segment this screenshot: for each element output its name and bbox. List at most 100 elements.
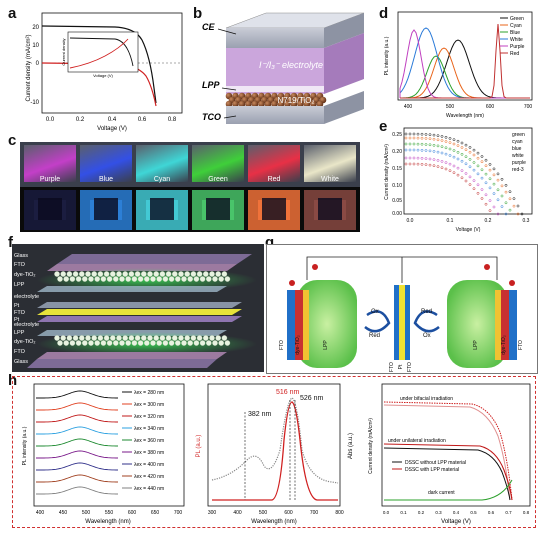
panel-h2-pl-curve (212, 401, 338, 501)
panel-f-particle (153, 271, 159, 277)
panel-f-particle (113, 340, 119, 346)
panel-d-xtick-2: 600 (486, 104, 495, 110)
panel-g-left-glow (297, 280, 357, 368)
panel-h3-xtick: 0.7 (505, 510, 512, 515)
panel-f-particle (97, 335, 104, 341)
panel-f-particle (156, 276, 162, 282)
panel-c-tile-label: Purple (39, 176, 61, 183)
panel-e-series-point (412, 162, 416, 166)
panel-e-series-point (404, 132, 408, 136)
panel-f-particle (57, 340, 63, 346)
panel-h2-ylabel: PL (a.u.) (196, 435, 202, 458)
panel-b-label-dye: N719/TiO₂ (277, 96, 314, 105)
panel-f-particle (125, 276, 131, 282)
panel-h1-series-line (36, 414, 118, 423)
panel-e-series-point (472, 153, 476, 157)
panel-h1-series (36, 390, 118, 495)
panel-f-particle (175, 276, 181, 282)
panel-e-ytick-0: 0.25 (392, 132, 402, 138)
panel-g-red-right: Red (421, 309, 432, 315)
panel-e-series-point (492, 205, 496, 209)
panel-f-particle (63, 340, 69, 346)
panel-e-series-point (496, 178, 500, 182)
panel-f-particle (178, 271, 184, 277)
panel-c-photo-sample (150, 198, 174, 220)
panel-h1-legend-label: λex = 360 nm (134, 438, 164, 444)
panel-f-particle (218, 276, 224, 282)
panel-e-ytick-3: 0.10 (392, 183, 402, 189)
panel-f-particle (131, 340, 138, 346)
panel-e-series-point (412, 156, 416, 160)
panel-e-series-point (436, 144, 440, 148)
panel-e-series-point (448, 162, 452, 166)
panel-e-series-point (496, 212, 500, 216)
panel-e-series-point (504, 183, 508, 187)
panel-e-series-point (416, 156, 420, 160)
panel-f-particle (100, 276, 107, 282)
panel-e-series-point (500, 177, 504, 181)
panel-e-xtick-0: 0.0 (407, 218, 414, 224)
panel-g-center-pt (399, 285, 405, 360)
panel-f-particle (206, 276, 212, 282)
panel-e-series-point (440, 151, 444, 155)
panel-a-curve-light (41, 25, 157, 104)
panel-e-series-point (516, 204, 520, 208)
panel-e-series-point (464, 155, 468, 159)
panel-e-series-point (452, 149, 456, 152)
panel-g-left-dye (295, 290, 303, 360)
panel-e-series-point (472, 179, 476, 182)
panel-c-tile-label: White (321, 176, 339, 183)
panel-e-series-point (448, 169, 452, 173)
panel-b-tio2-particle (277, 100, 285, 108)
panel-a-xlabel: Voltage (V) (97, 126, 127, 132)
panel-d-xtick-1: 500 (446, 104, 455, 110)
panel-e-series-point (420, 132, 424, 136)
panel-f-particle (137, 276, 144, 282)
panel-f-particle (122, 271, 128, 277)
panel-f-pt-band (37, 309, 242, 315)
panel-f-particle (134, 271, 141, 277)
panel-f-particle (60, 335, 66, 341)
panel-g-right-glow (447, 280, 507, 368)
panel-f-particle (119, 276, 125, 282)
panel-f-particle (57, 276, 63, 282)
panel-g-layer-label: Pt (398, 364, 404, 369)
panel-e-series-point (484, 164, 488, 168)
panel-e-series-point (428, 133, 432, 137)
panel-e-series-point (448, 147, 452, 151)
panel-e-series-point (456, 157, 460, 161)
panel-e-series-point (480, 155, 484, 158)
panel-e-series-point (512, 197, 516, 200)
panel-e-ytick-2: 0.15 (392, 166, 402, 172)
panel-f-particle (193, 340, 200, 346)
panel-e-series-point (436, 165, 440, 168)
panel-h3-ann-uni: under unilateral irradiation (388, 438, 446, 444)
panel-e-ytick-1: 0.20 (392, 149, 402, 155)
panel-f-particle (66, 335, 73, 341)
panel-h3-xticks: 0.0 0.1 0.2 0.3 0.4 0.5 0.6 0.7 0.8 (383, 510, 530, 515)
panel-h3-xtick: 0.3 (435, 510, 442, 515)
panel-e-series-point (500, 194, 504, 198)
panel-e-series-point (480, 168, 484, 172)
panel-f-particle (103, 335, 110, 341)
panel-h1-xlabel: Wavelength (nm) (85, 519, 130, 525)
panel-letter-f: f (8, 234, 13, 251)
panel-f-particle (128, 335, 135, 341)
panel-b-tio2-particle (245, 100, 252, 108)
panel-b-arrow-tco (223, 115, 237, 119)
panel-e-legend-label: green (512, 132, 525, 138)
panel-f-particle (137, 340, 144, 346)
panel-c-tile-label: Red (267, 176, 281, 183)
panel-f-particle (193, 276, 200, 282)
panel-f-svg: GlassFTOdye-TiO₂LPPelectrolytePtFTOPtele… (14, 253, 257, 368)
panel-f-particle (168, 276, 175, 282)
panel-e-series-point (488, 163, 492, 166)
panel-e-series-point (484, 158, 488, 162)
panel-f-particle (97, 271, 104, 277)
panel-g-ox-right: Ox (423, 333, 431, 339)
panel-d-legend-label: White (510, 37, 523, 43)
panel-h1-legend: λex = 280 nm λex = 300 nm λex = 320 nm λex … (122, 390, 164, 492)
panel-g-layer-label: LPP (323, 340, 329, 350)
panel-e-series-point (440, 166, 444, 170)
panel-f-particle (91, 271, 97, 277)
